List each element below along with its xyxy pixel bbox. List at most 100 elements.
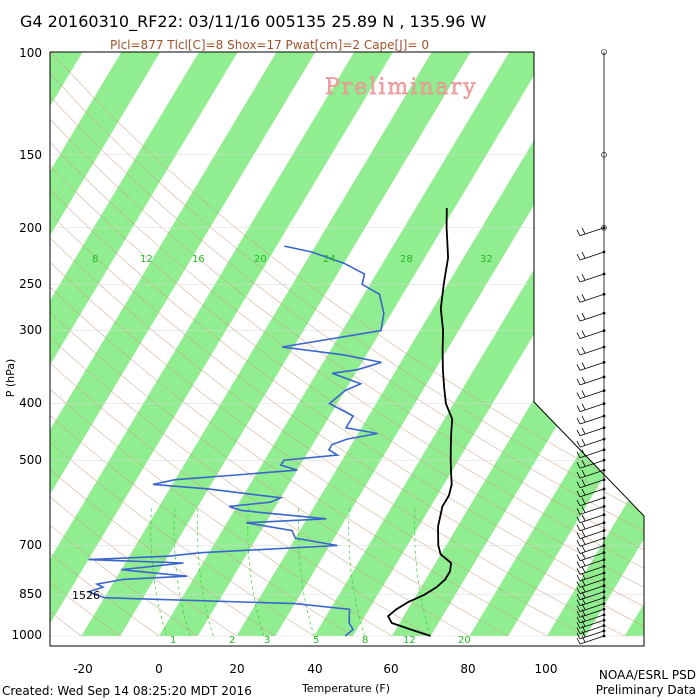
wind-dot xyxy=(602,565,606,568)
mix-top-label: 32 xyxy=(480,254,493,265)
mix-top-label: 12 xyxy=(140,254,153,265)
isotherm-band xyxy=(50,52,161,636)
wind-barb xyxy=(576,402,606,412)
wind-dot xyxy=(602,551,606,555)
x-tick-label: 40 xyxy=(307,662,322,676)
wind-dot xyxy=(602,402,606,405)
wind-barb xyxy=(576,478,606,489)
y-tick-label: 200 xyxy=(19,221,42,235)
wind-barb xyxy=(576,426,606,437)
wind-dot xyxy=(602,629,606,633)
wind-barb xyxy=(576,578,606,588)
mix-top-label: 28 xyxy=(400,254,413,265)
wind-dot xyxy=(602,544,606,547)
wind-dot xyxy=(602,272,606,276)
y-tick-label: 1000 xyxy=(11,628,42,642)
mixing-ratio-lines xyxy=(150,506,431,637)
wind-barb xyxy=(576,513,606,524)
plot-frame xyxy=(49,51,645,647)
isotherm-band xyxy=(236,52,626,636)
wind-barb xyxy=(576,607,606,618)
wind-dot xyxy=(602,487,606,491)
wind-barb xyxy=(576,565,606,575)
wind-barb xyxy=(576,624,606,634)
y-tick-label: 250 xyxy=(19,277,42,291)
wind-dot xyxy=(602,361,606,364)
wind-barb xyxy=(576,250,606,261)
calm-circle xyxy=(601,225,607,231)
wind-barb xyxy=(576,361,606,371)
wind-barb xyxy=(576,414,606,425)
wind-barb xyxy=(576,448,606,459)
wind-dot xyxy=(602,521,606,525)
wind-dot xyxy=(602,505,606,508)
y-tick-label: 400 xyxy=(19,396,42,410)
wind-barb xyxy=(576,536,606,547)
wind-barb xyxy=(576,629,606,640)
wind-barb xyxy=(576,389,606,399)
y-axis-label: P (hPa) xyxy=(4,359,17,398)
isotherm-band xyxy=(547,52,644,636)
mixing-ratio-line xyxy=(197,506,214,637)
wind-barb xyxy=(576,437,606,448)
mix-bottom-label: 5 xyxy=(313,635,319,646)
wind-dot xyxy=(602,496,606,500)
wind-barb xyxy=(576,487,606,498)
calm-circle xyxy=(601,152,607,158)
wind-dot xyxy=(602,458,606,462)
created-footer: Created: Wed Sep 14 08:25:20 MDT 2016 xyxy=(2,684,252,698)
wind-barb xyxy=(576,292,606,303)
isotherm-band xyxy=(50,52,238,636)
wind-barb xyxy=(576,613,606,624)
wind-dot xyxy=(602,536,606,540)
wind-dot xyxy=(602,584,606,588)
mixing-ratio-line xyxy=(150,506,168,637)
wind-barb xyxy=(576,584,606,595)
mixing-ratio-line xyxy=(348,506,365,637)
x-axis-label: Temperature (F) xyxy=(301,682,390,695)
mix-bottom-label: 2 xyxy=(229,635,235,646)
isotherm-band xyxy=(469,52,644,636)
wind-barb xyxy=(576,345,606,356)
x-tick-label: 0 xyxy=(155,662,163,676)
wind-dot xyxy=(602,558,606,561)
mixing-ratio-line xyxy=(173,506,191,637)
wind-dot xyxy=(602,468,606,472)
mix-bottom-label: 20 xyxy=(458,635,471,646)
wind-dot xyxy=(602,478,606,482)
wind-barb xyxy=(576,529,606,539)
y-axis-ticks: 100 150 200 250 300 400 500 700 850 1000 xyxy=(11,46,42,642)
y-tick-label: 700 xyxy=(19,538,42,552)
mix-bottom-label: 3 xyxy=(264,635,270,646)
wind-dot xyxy=(602,578,606,581)
wind-dot xyxy=(602,329,606,332)
wind-barb xyxy=(576,551,606,562)
dewpoint-line xyxy=(86,245,385,637)
temperature-line xyxy=(386,207,454,637)
wind-dot xyxy=(602,426,606,430)
wind-dot xyxy=(602,437,606,441)
mix-bottom-label: 12 xyxy=(403,635,416,646)
y-tick-label: 300 xyxy=(19,323,42,337)
wind-barb xyxy=(576,496,606,507)
wind-barb xyxy=(576,521,606,532)
calm-circle xyxy=(601,49,607,55)
wind-dot xyxy=(602,389,606,392)
wind-barb xyxy=(576,505,606,515)
x-tick-label: -20 xyxy=(73,662,93,676)
wind-dot xyxy=(602,226,606,230)
wind-dot xyxy=(602,250,606,254)
chart-subtitle: Plcl=877 Tlcl[C]=8 Shox=17 Pwat[cm]=2 Ca… xyxy=(110,38,429,52)
wind-barb xyxy=(576,468,606,479)
isotherm-band xyxy=(159,52,549,636)
wind-barb xyxy=(576,226,606,237)
wind-dot xyxy=(602,529,606,532)
wind-barb xyxy=(576,618,606,629)
mix-top-label: 20 xyxy=(254,254,267,265)
isotherm-band xyxy=(0,52,5,636)
x-tick-label: 100 xyxy=(535,662,558,676)
wind-dot xyxy=(602,345,606,349)
wind-barb xyxy=(576,634,606,645)
wind-dot xyxy=(602,602,606,605)
